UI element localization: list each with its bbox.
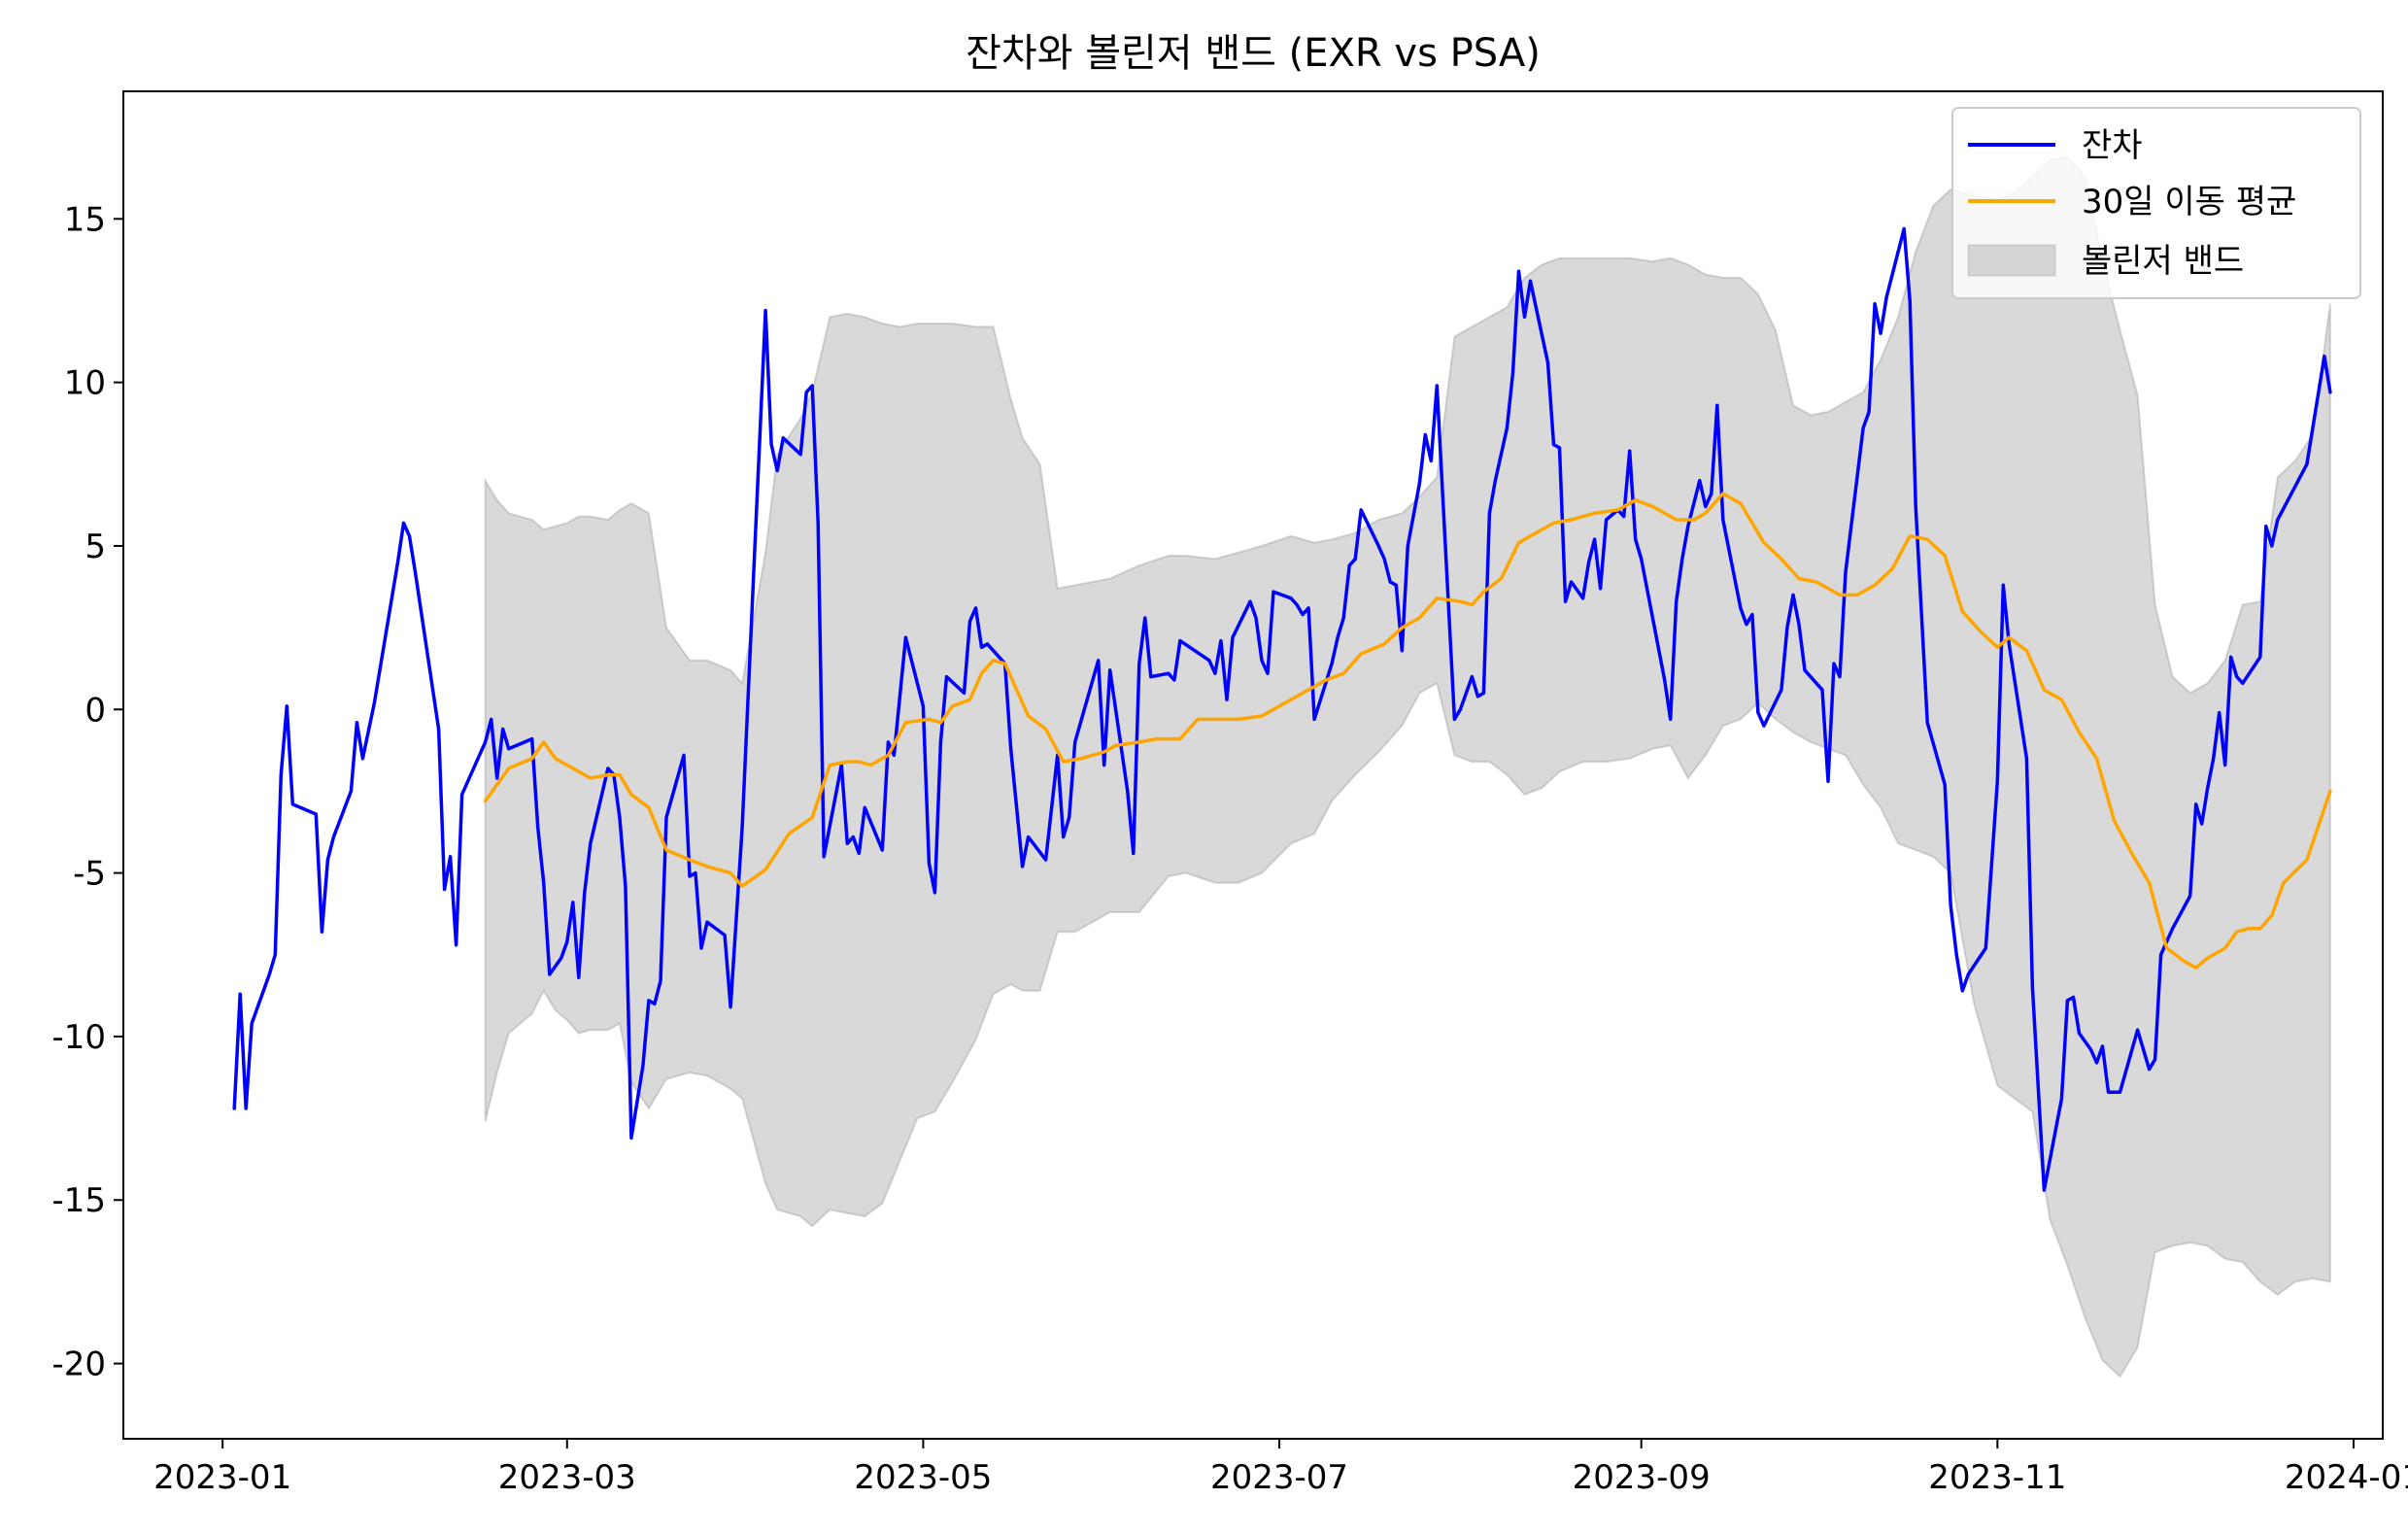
bollinger-band-area — [484, 155, 2331, 1379]
x-tick-label: 2023-03 — [498, 1458, 636, 1497]
y-tick-label: -20 — [51, 1346, 106, 1384]
legend-frame — [1951, 107, 2361, 299]
y-tick-label: 0 — [85, 691, 106, 730]
x-tick-label: 2024-01 — [2285, 1458, 2408, 1497]
y-tick-label: -15 — [51, 1181, 106, 1220]
line-layer — [232, 226, 2332, 1192]
residual-line — [232, 226, 2332, 1192]
x-tick-label: 2023-07 — [1210, 1458, 1348, 1497]
x-tick-label: 2023-01 — [153, 1458, 291, 1497]
x-tick-label: 2023-11 — [1928, 1458, 2066, 1497]
moving-average-line — [483, 492, 2332, 970]
y-tick-label: -10 — [51, 1018, 106, 1057]
y-axis: 15 10 5 0 -5 -10 -15 -20 — [51, 200, 123, 1384]
y-tick-label: 5 — [85, 528, 106, 566]
legend-label-bollinger-band: 볼린저 밴드 — [2082, 242, 2244, 281]
x-tick-label: 2023-05 — [854, 1458, 992, 1497]
legend-label-residual: 잔차 — [2082, 126, 2143, 165]
x-axis: 2023-01 2023-03 2023-05 2023-07 2023-09 2023-… — [153, 1439, 2408, 1497]
legend-swatch-bollinger-band — [1967, 244, 2056, 277]
legend-label-moving-average: 30일 이동 평균 — [2082, 183, 2296, 221]
legend: 잔차 30일 이동 평균 볼린저 밴드 — [1951, 107, 2361, 299]
chart-title: 잔차와 볼린저 밴드 (EXR vs PSA) — [966, 31, 1541, 76]
x-tick-label: 2023-09 — [1573, 1458, 1711, 1497]
y-tick-label: -5 — [73, 855, 106, 894]
plot-frame — [122, 90, 2384, 1440]
y-tick-label: 15 — [64, 200, 106, 239]
y-tick-label: 10 — [64, 364, 106, 403]
band-layer — [484, 155, 2331, 1379]
